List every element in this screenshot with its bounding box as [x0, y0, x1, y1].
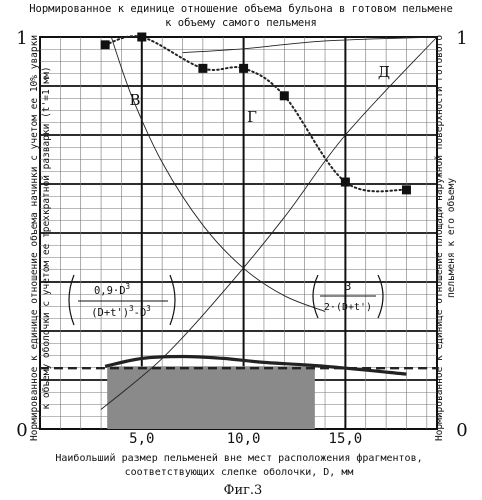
data-marker: [100, 40, 110, 50]
data-marker: [340, 177, 350, 187]
left-y-tick-bottom: 0: [16, 420, 27, 441]
data-marker: [137, 32, 147, 42]
formula-left-denominator-tail: -D: [134, 307, 147, 319]
top-caption-line-2: к объему самого пельменя: [165, 17, 317, 29]
x-tick-label: 15,0: [329, 431, 363, 447]
curve-label-b: В: [129, 91, 140, 109]
curve-label-d: Д: [378, 63, 390, 81]
formula-left-numerator-exp: 3: [126, 282, 131, 291]
data-marker: [239, 63, 249, 73]
x-tick-label: 10,0: [227, 431, 261, 447]
formula-left: 0,9·D3 (D+t')3-D3: [68, 274, 176, 326]
right-y-tick-bottom: 0: [456, 420, 467, 441]
markers-group: [100, 32, 411, 195]
right-ylabel-line-2: пельменя к его объему: [446, 178, 457, 298]
shaded-area: [107, 366, 315, 429]
series-line-1: [110, 36, 326, 312]
x-ticks: 5,0 10,0 15,0: [129, 431, 362, 447]
series-line-3: [100, 36, 438, 410]
formula-right-numerator: 3: [345, 280, 352, 293]
left-y-tick-top: 1: [16, 28, 27, 49]
formula-right-denominator: 2·(D+t'): [324, 302, 372, 313]
formula-left-denominator-exp: 3: [129, 304, 134, 313]
left-ylabel-line-1: Нормированное к единице отношение объема…: [29, 35, 40, 441]
series-line-thick: [104, 354, 407, 376]
data-marker: [279, 91, 289, 101]
xlabel-line-2: соответствующих слепке оболочки, D, мм: [125, 466, 354, 478]
series-line-4: [182, 36, 438, 54]
right-ylabel-line-1: Нормированное к единице отношение площад…: [434, 35, 445, 441]
left-ylabel-line-2: к объему оболочки с учетом ее трехкратно…: [41, 66, 52, 409]
curve-label-g: Г: [247, 108, 257, 126]
svg-text:(D+t')3-D3: (D+t')3-D3: [91, 304, 151, 319]
formula-left-denominator: (D+t'): [91, 307, 129, 319]
xlabel-line-1: Наибольший размер пельменей вне мест рас…: [55, 452, 422, 464]
svg-text:0,9·D3: 0,9·D3: [94, 282, 130, 297]
grid: [39, 36, 438, 430]
shaded-region: [107, 366, 315, 429]
data-marker: [198, 63, 208, 73]
data-marker: [401, 185, 411, 195]
top-caption-line-1: Нормированное к единице отношение объема…: [29, 3, 453, 15]
x-tick-label: 5,0: [129, 431, 154, 447]
formula-right: 3 2·(D+t'): [312, 274, 384, 319]
right-y-tick-top: 1: [456, 28, 467, 49]
formula-left-denominator-tail-exp: 3: [146, 304, 151, 313]
formula-left-numerator: 0,9·D: [94, 285, 126, 297]
figure-label: Фиг.3: [224, 483, 263, 498]
series-group: [40, 35, 438, 410]
